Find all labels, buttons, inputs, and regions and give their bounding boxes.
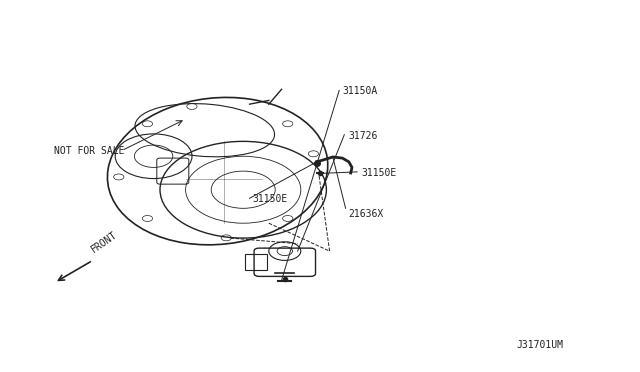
Text: NOT FOR SALE: NOT FOR SALE	[54, 146, 125, 155]
Text: 31726: 31726	[349, 131, 378, 141]
Text: FRONT: FRONT	[90, 230, 120, 255]
Text: J31701UM: J31701UM	[516, 340, 563, 350]
Text: 21636X: 21636X	[349, 209, 384, 219]
Text: 31150E: 31150E	[253, 194, 288, 204]
Text: 31150A: 31150A	[342, 86, 378, 96]
Text: 31150E: 31150E	[362, 168, 397, 178]
